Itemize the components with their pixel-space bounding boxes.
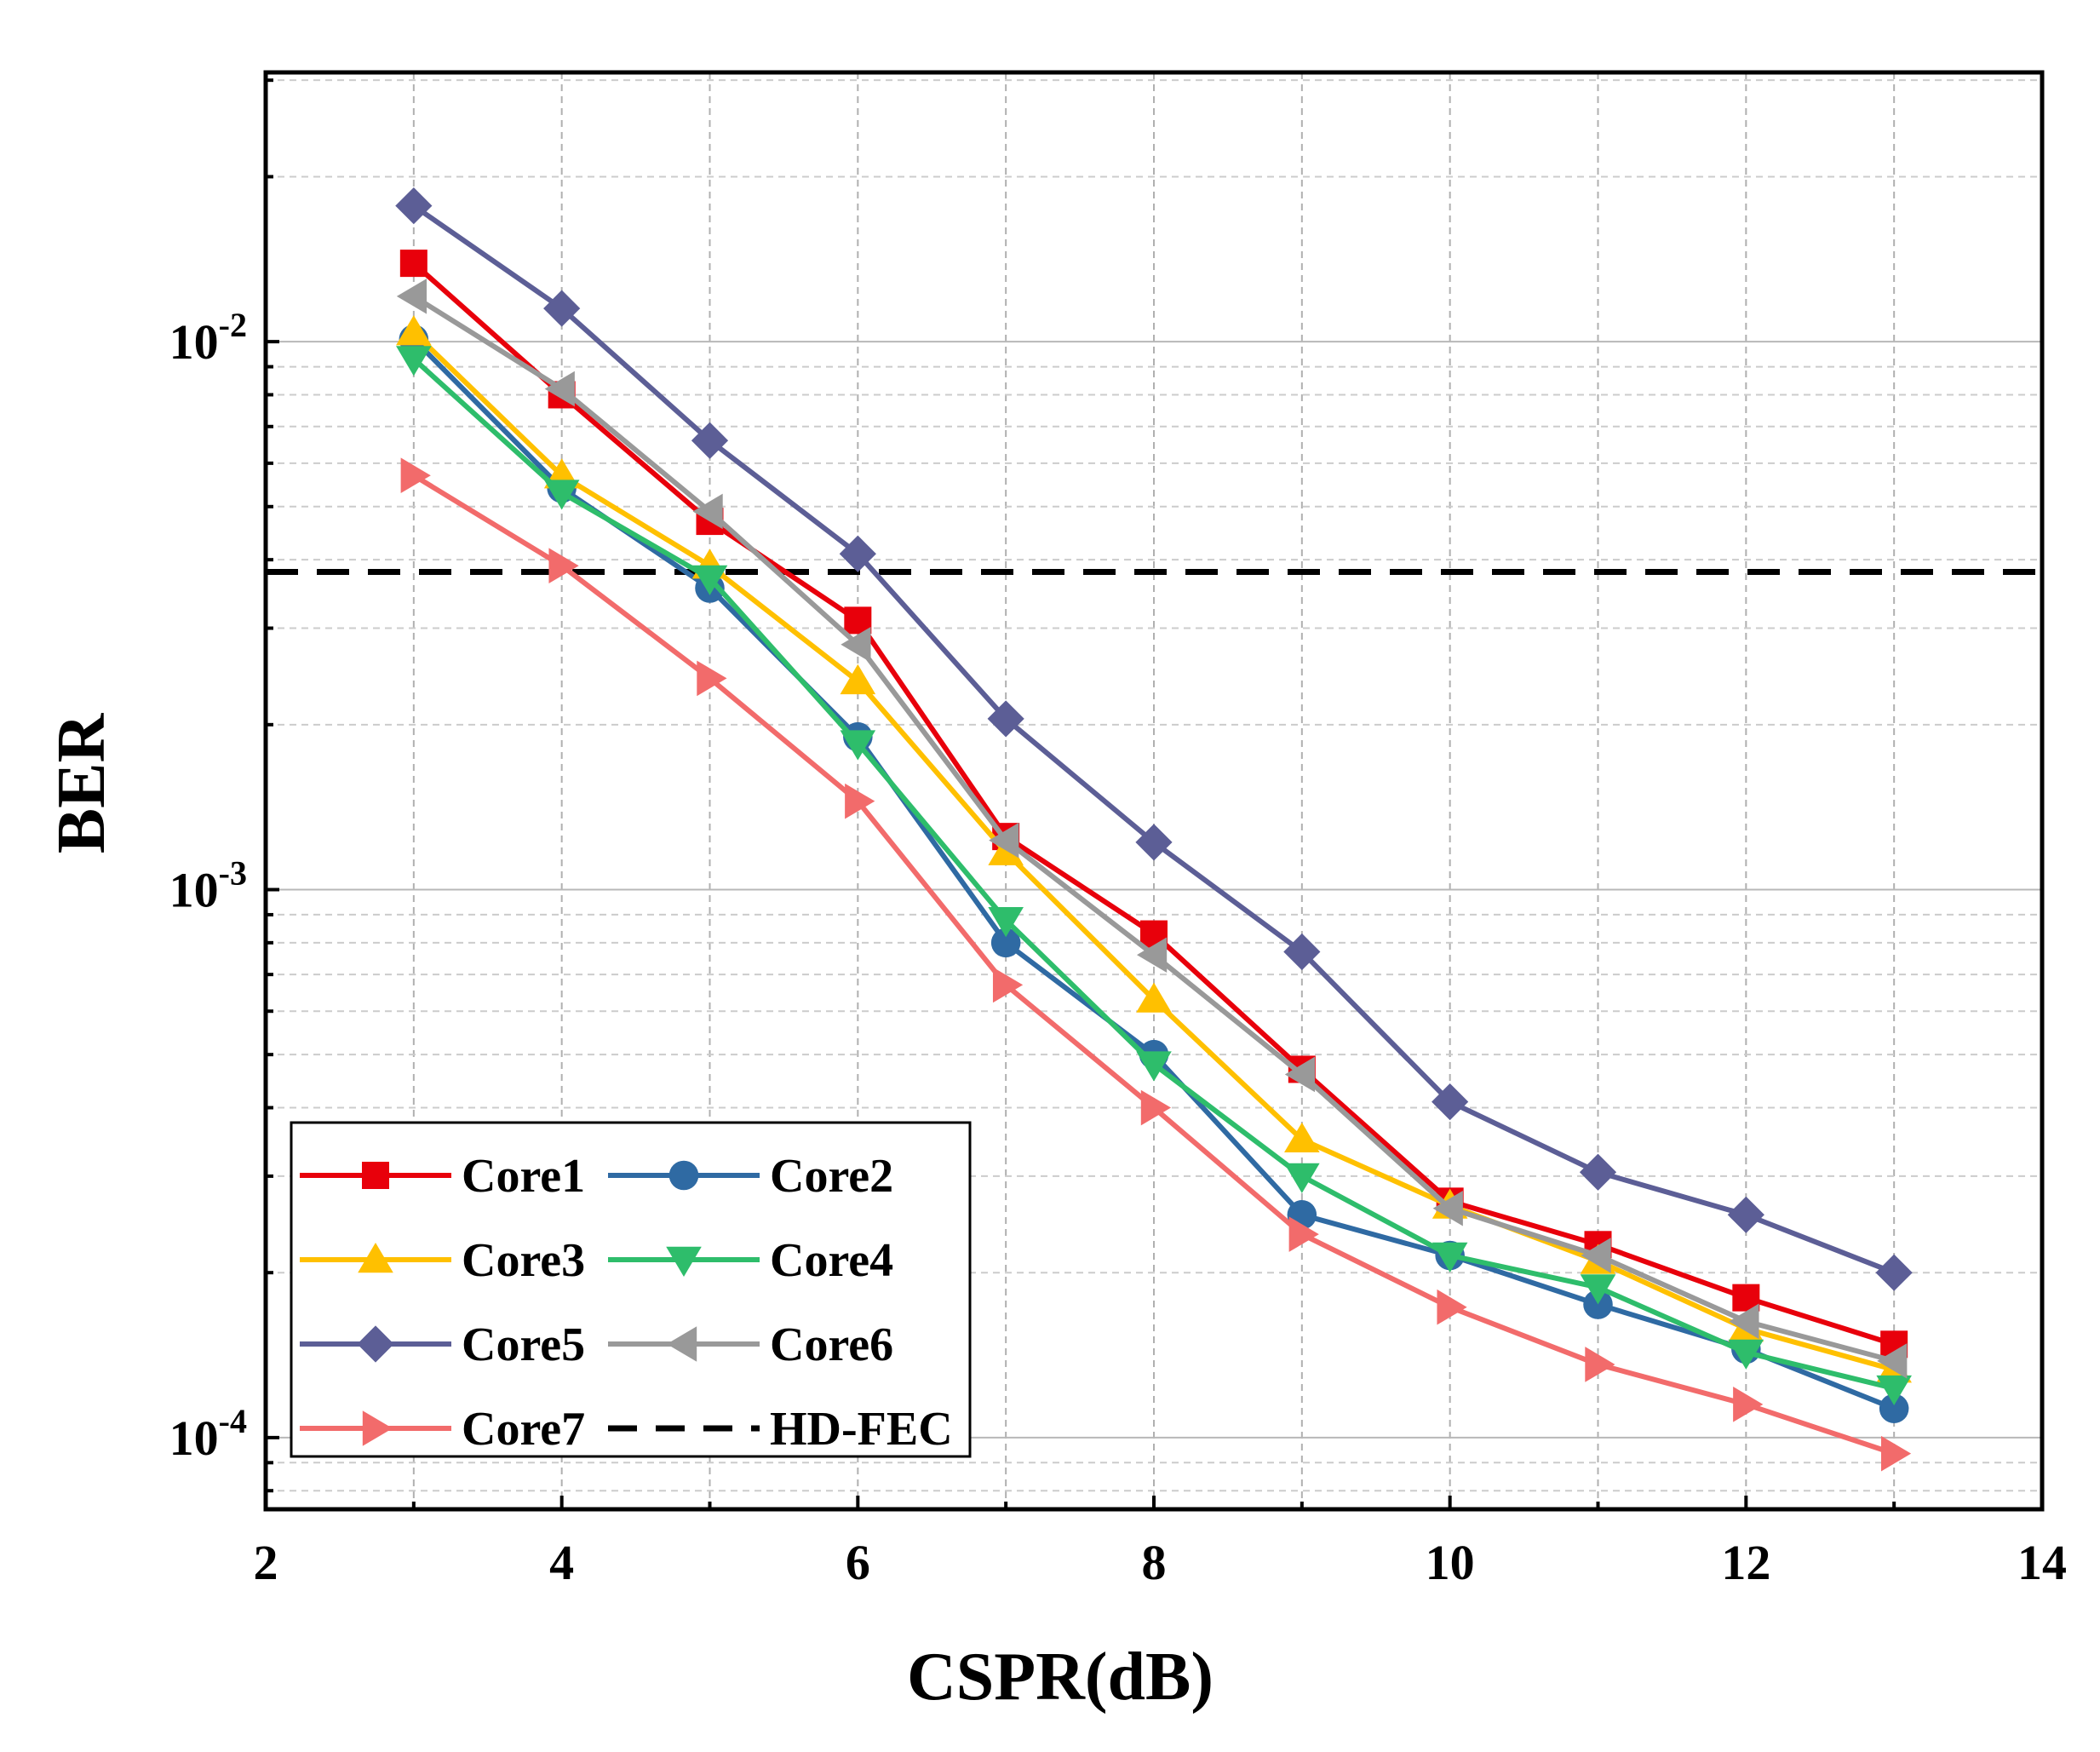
x-tick-label: 14 (2017, 1535, 2067, 1590)
legend-marker-core1 (362, 1162, 389, 1189)
data-point-core4 (1136, 1051, 1172, 1082)
data-point-core6 (544, 371, 575, 407)
data-point-core4 (1876, 1375, 1912, 1406)
legend-marker-core5 (357, 1325, 394, 1363)
legend-entry-core3: Core3 (300, 1234, 585, 1287)
data-point-core6 (1137, 937, 1168, 973)
data-point-core4 (396, 346, 432, 376)
legend-entry-core4: Core4 (608, 1234, 893, 1287)
data-point-core6 (396, 279, 427, 314)
legend-entry-core1: Core1 (300, 1150, 585, 1203)
data-point-core7 (548, 548, 579, 584)
y-tick-label: 10-4 (169, 1402, 247, 1466)
legend-marker-core7 (362, 1410, 393, 1446)
data-point-core5 (1875, 1254, 1913, 1291)
data-point-core6 (1284, 1056, 1316, 1093)
legend-label-core4: Core4 (770, 1234, 893, 1287)
axes: 2 4 6 8 10 12 14 10-2 10-3 10-4 (169, 70, 2067, 1590)
data-point-core6 (1432, 1190, 1463, 1226)
legend-label-core1: Core1 (462, 1150, 585, 1203)
data-point-core5 (839, 535, 876, 572)
legend-label-hd-fec: HD-FEC (770, 1403, 953, 1456)
data-point-core1 (399, 250, 427, 278)
data-point-core5 (1727, 1196, 1764, 1233)
legend-entry-hd-fec: HD-FEC (608, 1403, 953, 1456)
x-tick-label: 8 (1142, 1535, 1167, 1590)
legend-label-core5: Core5 (462, 1318, 585, 1371)
data-point-core7 (1140, 1089, 1171, 1126)
data-point-core5 (395, 187, 433, 225)
data-point-core6 (1729, 1303, 1759, 1340)
legend-entry-core7: Core7 (300, 1403, 585, 1456)
y-tick-label: 10-2 (169, 306, 247, 370)
legend-marker-core4 (666, 1246, 702, 1277)
data-point-core6 (1877, 1343, 1908, 1379)
series-core6 (396, 279, 1908, 1379)
data-point-core5 (1135, 824, 1173, 861)
legend-label-core6: Core6 (770, 1318, 893, 1371)
legend-label-core3: Core3 (462, 1234, 585, 1287)
legend: Core1 Core2 Core3 Core4 Core5 Core6 Core7 HD-FE… (290, 1121, 972, 1458)
data-point-core5 (543, 290, 581, 327)
legend-marker-core2 (668, 1160, 699, 1191)
x-tick-label: 6 (846, 1535, 870, 1590)
series-core7 (400, 457, 1912, 1472)
data-point-core4 (543, 480, 580, 510)
data-point-core3 (396, 315, 432, 346)
legend-label-core7: Core7 (462, 1403, 585, 1456)
data-point-core3 (1284, 1122, 1320, 1153)
data-point-core3 (840, 663, 876, 695)
x-tick-label: 12 (1721, 1535, 1770, 1590)
data-point-core6 (989, 822, 1019, 859)
data-point-core6 (1581, 1238, 1611, 1273)
series-group (395, 187, 1913, 1472)
data-point-core5 (691, 422, 729, 459)
legend-entry-core5: Core5 (300, 1318, 585, 1371)
x-tick-label: 10 (1426, 1535, 1475, 1590)
data-point-core5 (1432, 1083, 1469, 1121)
data-point-core7 (845, 783, 875, 819)
data-point-core6 (692, 493, 723, 530)
data-point-core7 (1880, 1435, 1912, 1472)
series-core5 (395, 187, 1913, 1291)
legend-entry-core2: Core2 (608, 1150, 893, 1203)
data-point-core2 (1583, 1290, 1613, 1319)
legend-box (290, 1121, 972, 1458)
x-tick-label: 2 (254, 1535, 278, 1590)
data-point-core3 (1136, 982, 1172, 1013)
data-point-core7 (400, 457, 431, 493)
y-axis-title: BER (44, 713, 119, 854)
series-core4 (396, 346, 1912, 1406)
x-axis-title: CSPR(dB) (907, 1640, 1214, 1715)
data-point-core5 (1579, 1153, 1617, 1191)
legend-marker-core3 (358, 1243, 393, 1273)
data-point-core4 (691, 565, 728, 595)
legend-entry-core6: Core6 (608, 1318, 893, 1371)
data-point-core4 (1432, 1242, 1468, 1272)
data-point-core2 (1879, 1393, 1909, 1423)
data-point-core5 (1283, 933, 1321, 971)
y-tick-label: 10-3 (169, 853, 247, 917)
data-point-core2 (990, 928, 1021, 958)
data-point-core6 (841, 627, 871, 663)
data-point-core7 (1733, 1387, 1764, 1422)
data-point-core4 (988, 907, 1024, 938)
data-point-core4 (1284, 1163, 1320, 1193)
data-point-core4 (1728, 1339, 1764, 1370)
data-point-core7 (1288, 1216, 1319, 1252)
data-point-core4 (840, 730, 876, 761)
data-point-core5 (987, 700, 1024, 738)
data-point-core7 (697, 660, 727, 697)
data-point-core7 (1585, 1347, 1615, 1382)
legend-label-core2: Core2 (770, 1150, 893, 1203)
legend-marker-core6 (667, 1326, 697, 1362)
data-point-core7 (1437, 1289, 1467, 1325)
data-point-core4 (1580, 1274, 1616, 1305)
x-tick-label: 4 (549, 1535, 574, 1590)
data-point-core7 (992, 967, 1024, 1003)
